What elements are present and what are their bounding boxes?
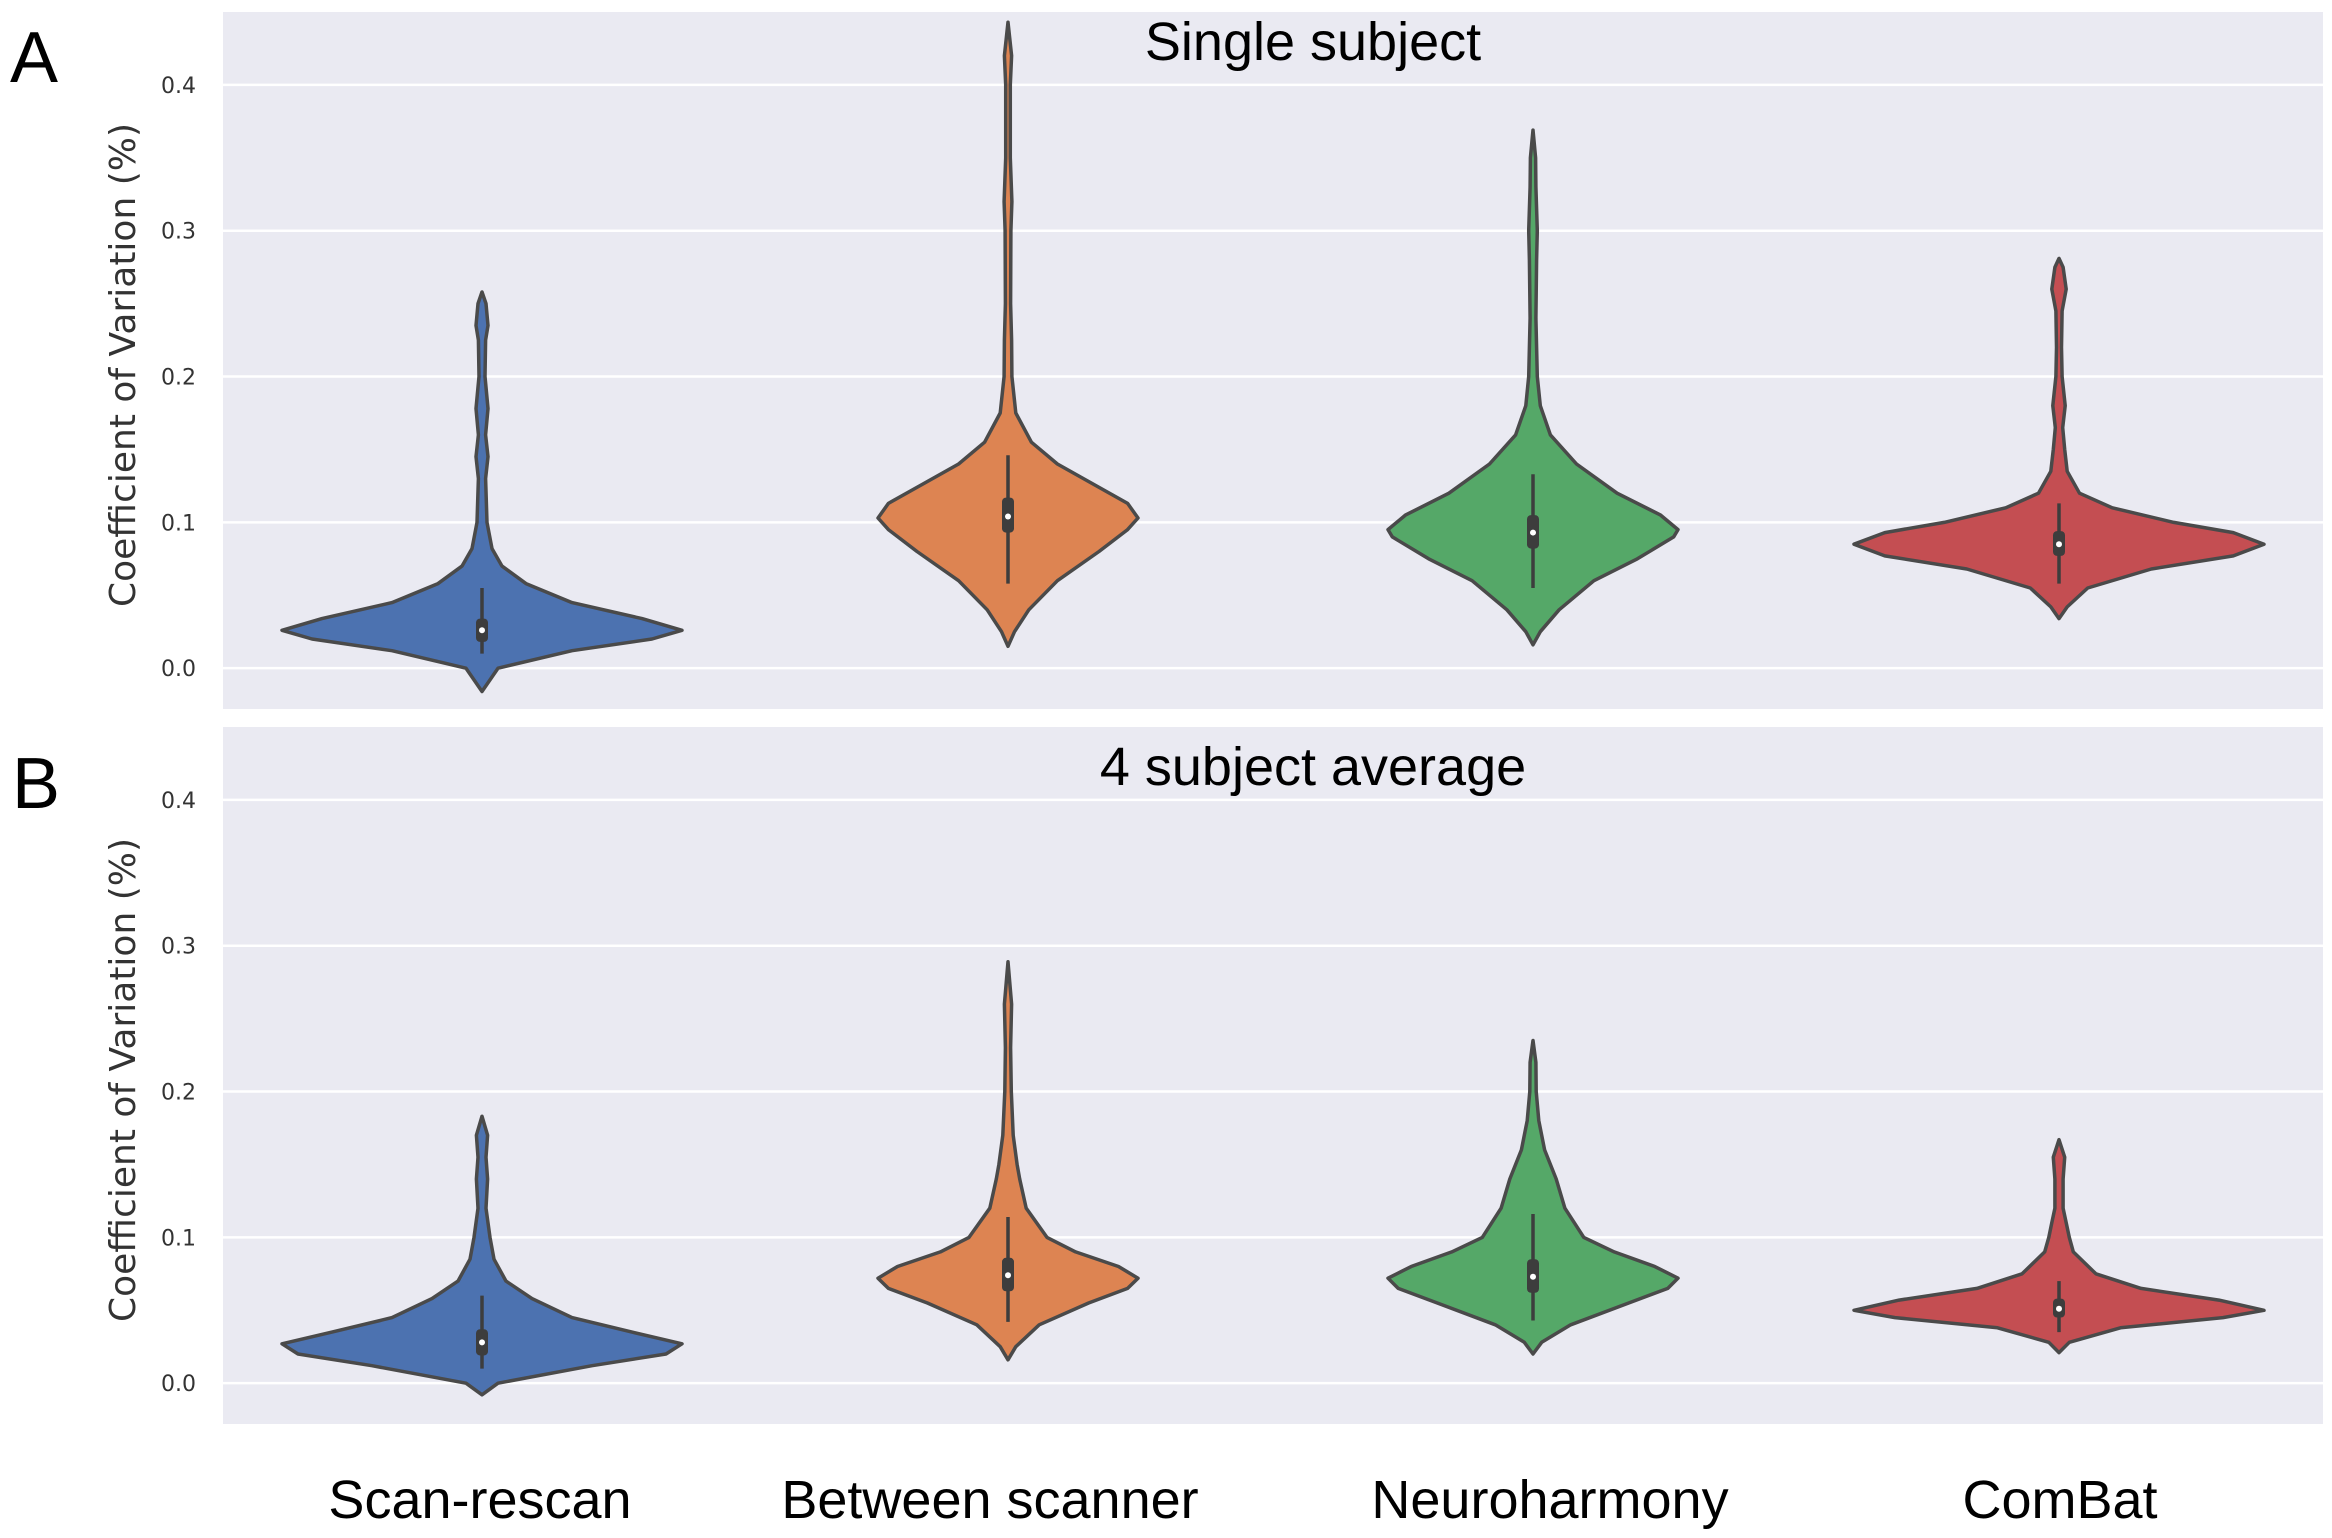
panel-b-y-tick-label-3: 0.3 [161,935,196,960]
panel-b-violin-combat [1852,1137,2266,1355]
panel-b-median-between-scanner [1005,1272,1011,1279]
panel-b-median-scan-rescan [479,1339,485,1346]
panel-a-y-tick-label-4: 0.4 [161,74,196,99]
panel-a-violin-neuroharmony [1386,128,1680,647]
panel-a-median-scan-rescan [479,627,485,634]
panel-a-title: Single subject [1145,12,1481,72]
panel-a-label: A [10,18,58,98]
x-axis-categories: Scan-rescan Between scanner Neuroharmony… [328,1470,2157,1530]
x-tick-label-combat: ComBat [1962,1470,2157,1530]
panel-a-y-tick-label-0: 0.0 [161,657,196,682]
panel-b-y-tick-label-4: 0.4 [161,789,196,814]
panel-a-violin-combat [1852,256,2266,621]
panel-b-y-tick-label-1: 0.1 [161,1226,196,1251]
panel-a-background [223,12,2323,709]
panel-b: 0.0 0.1 0.2 0.3 0.4 B 4 subject average Coef… [12,727,2323,1424]
panel-b-y-tick-label-2: 0.2 [161,1081,196,1106]
panel-a-median-neuroharmony [1530,529,1536,536]
x-tick-label-between-scanner: Between scanner [781,1470,1198,1530]
panel-a-median-combat [2056,541,2062,548]
panel-b-y-axis-label: Coefficient of Variation (%) [103,838,144,1322]
panel-a-violin-between-scanner [876,20,1140,649]
panel-b-median-neuroharmony [1530,1273,1536,1280]
panel-b-violin-scan-rescan [280,1114,684,1397]
panel-a-y-tick-label-3: 0.3 [161,220,196,245]
panel-a-y-tick-label-2: 0.2 [161,366,196,391]
panel-b-y-tick-label-0: 0.0 [161,1372,196,1397]
panel-a-y-axis-label: Coefficient of Variation (%) [103,123,144,607]
panel-a: 0.0 0.1 0.2 0.3 0.4 A Single subject Coeffic… [10,12,2323,709]
x-tick-label-scan-rescan: Scan-rescan [328,1470,631,1530]
panel-b-label: B [12,744,60,824]
panel-a-median-between-scanner [1005,513,1011,520]
panel-b-violin-between-scanner [876,960,1140,1362]
x-tick-label-neuroharmony: Neuroharmony [1371,1470,1728,1530]
panel-b-violin-neuroharmony [1386,1038,1680,1356]
panel-b-title: 4 subject average [1100,737,1526,797]
panel-a-y-tick-label-1: 0.1 [161,511,196,536]
panel-a-violin-scan-rescan [280,290,684,694]
panel-b-median-combat [2056,1305,2062,1312]
